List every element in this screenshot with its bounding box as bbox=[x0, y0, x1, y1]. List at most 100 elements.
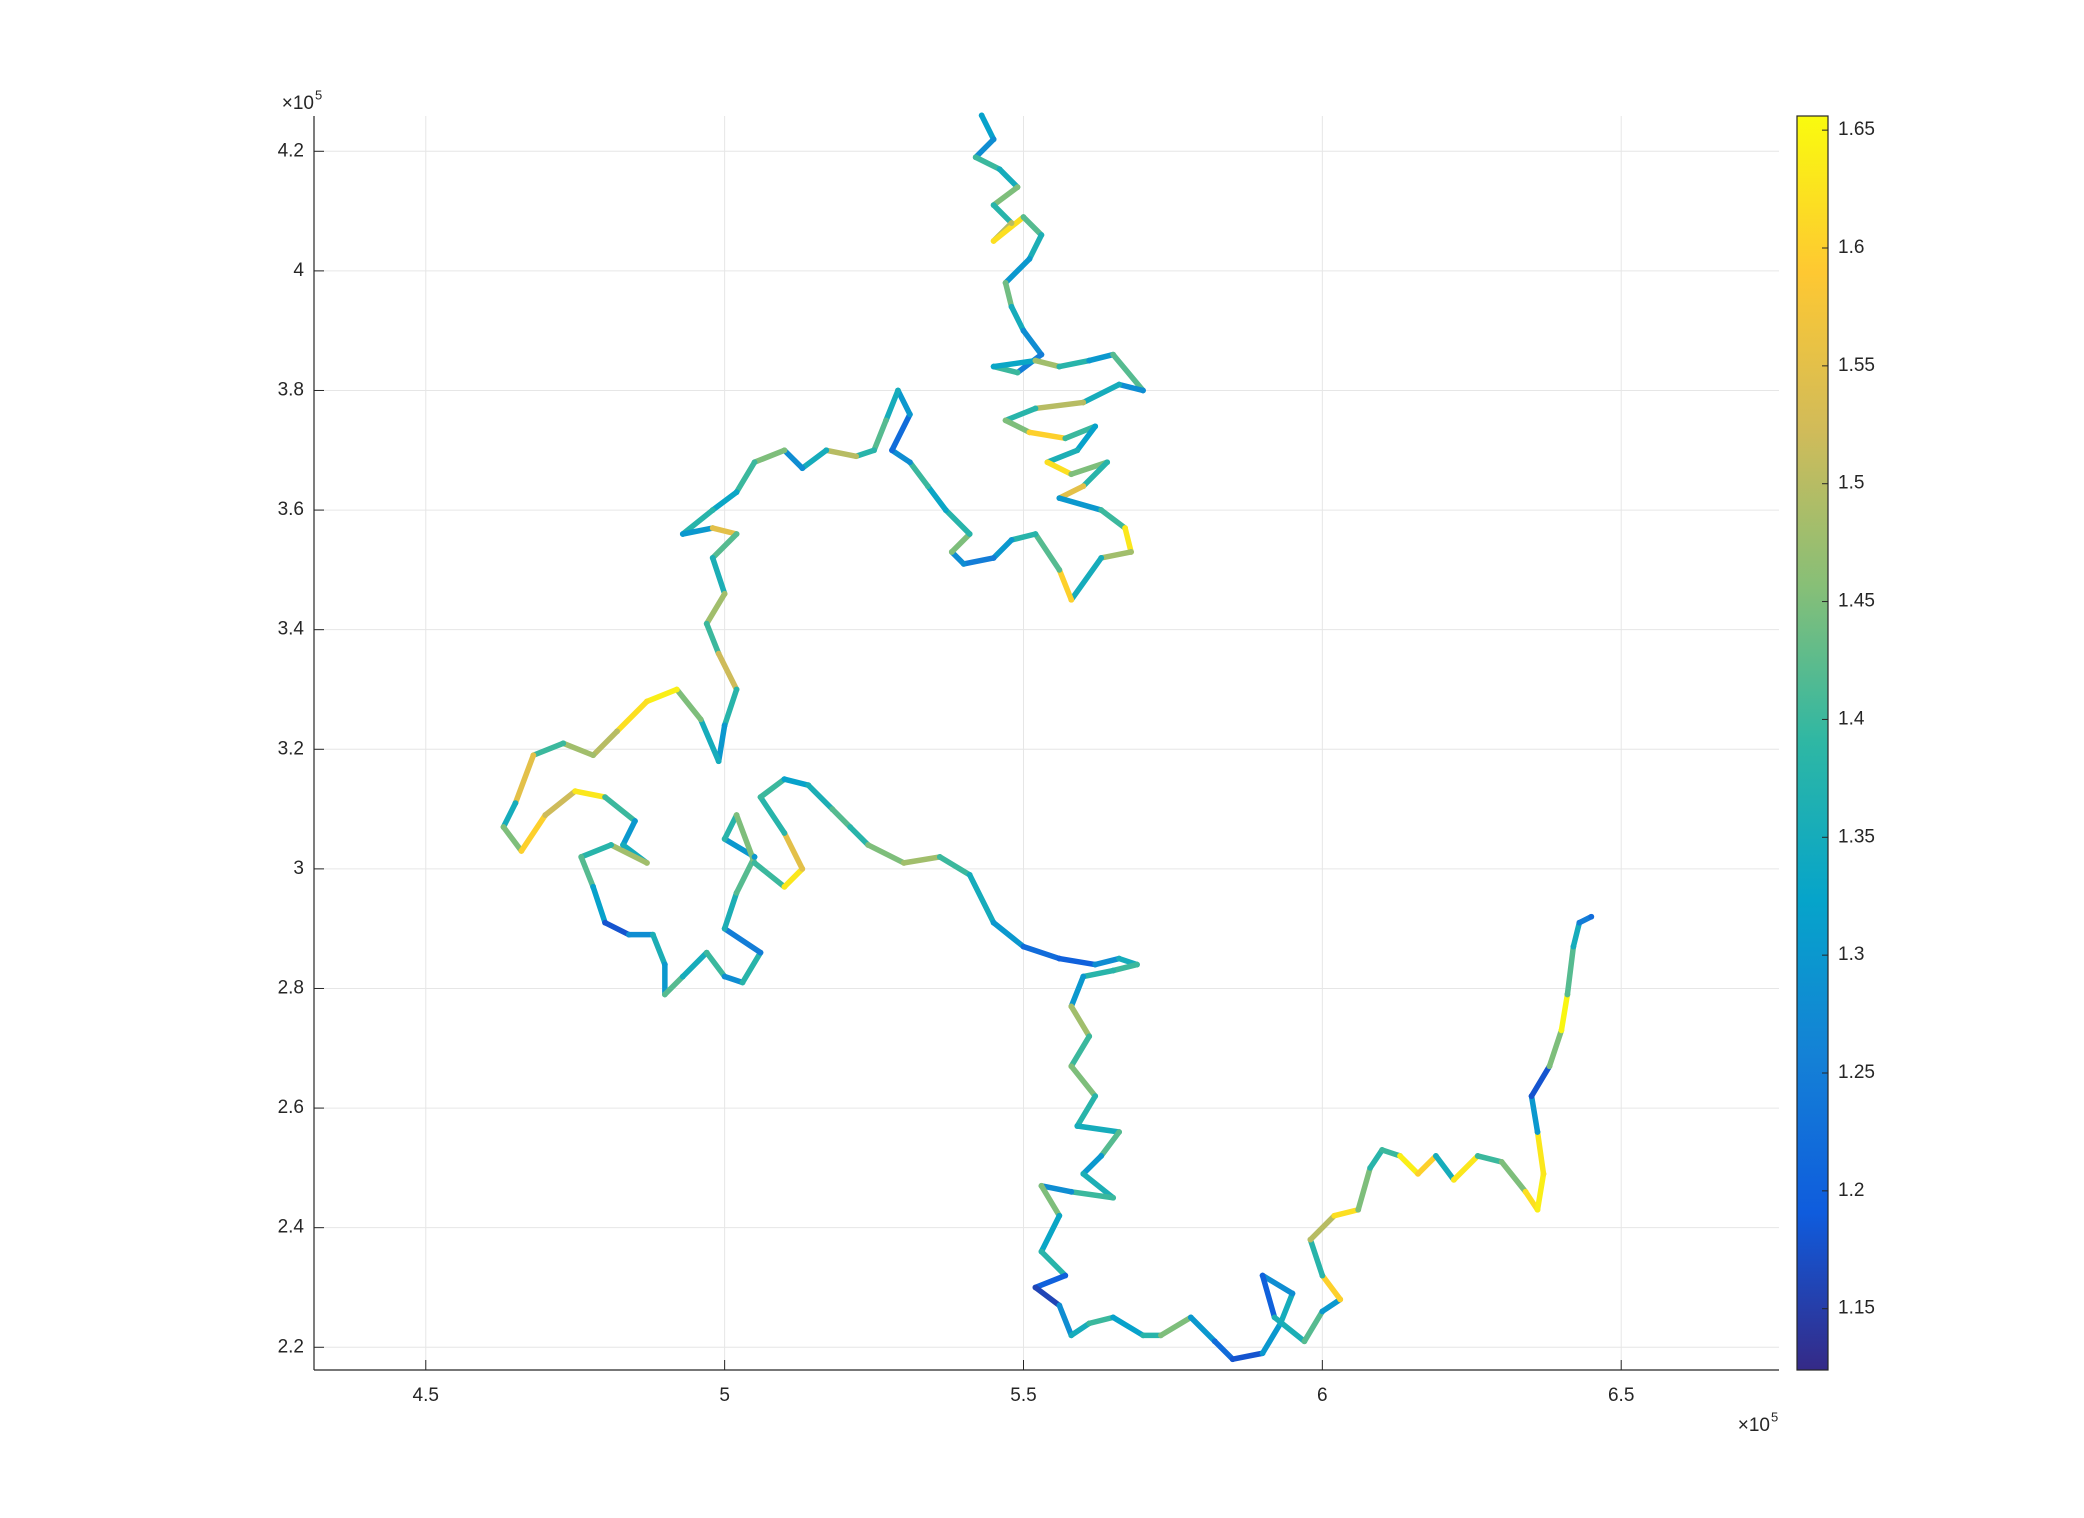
line-vertex bbox=[1319, 1272, 1326, 1279]
line-segment bbox=[1032, 399, 1087, 412]
line-vertex bbox=[632, 818, 638, 824]
y-tick-label: 2.8 bbox=[278, 977, 304, 998]
line-vertex bbox=[960, 560, 967, 567]
line-segment bbox=[1475, 1153, 1505, 1165]
line-segment bbox=[1002, 405, 1039, 424]
line-segment bbox=[1068, 973, 1087, 1010]
line-segment bbox=[697, 716, 722, 764]
line-segment bbox=[512, 752, 537, 806]
line-vertex bbox=[1229, 1356, 1236, 1363]
colorbar-tick-label: 1.25 bbox=[1838, 1062, 1875, 1083]
line-segment bbox=[1080, 459, 1110, 489]
line-segment bbox=[781, 447, 806, 471]
line-segment bbox=[1110, 1314, 1146, 1339]
line-vertex bbox=[590, 883, 597, 890]
line-segment bbox=[990, 537, 1015, 561]
line-segment bbox=[1080, 967, 1116, 980]
line-segment bbox=[829, 806, 853, 830]
line-vertex bbox=[733, 531, 740, 537]
line-segment bbox=[590, 728, 620, 759]
line-vertex bbox=[1140, 1332, 1146, 1339]
line-vertex bbox=[1086, 1320, 1093, 1327]
line-segment bbox=[680, 949, 710, 980]
line-segment bbox=[1026, 232, 1045, 262]
line-segment bbox=[1056, 955, 1098, 968]
line-segment bbox=[990, 357, 1039, 370]
line-vertex bbox=[578, 854, 585, 860]
line-vertex bbox=[500, 824, 507, 830]
line-vertex bbox=[781, 447, 788, 454]
line-vertex bbox=[990, 363, 997, 370]
line-segment bbox=[1367, 1147, 1385, 1171]
y-tick-label: 3.8 bbox=[278, 379, 304, 400]
line-vertex bbox=[1564, 991, 1571, 998]
line-vertex bbox=[1080, 973, 1087, 980]
line-vertex bbox=[781, 776, 788, 783]
line-segment bbox=[889, 447, 913, 465]
y-tick-label: 3.4 bbox=[278, 619, 305, 640]
line-segment bbox=[895, 387, 913, 418]
line-vertex bbox=[1379, 1147, 1386, 1153]
line-vertex bbox=[572, 788, 579, 795]
line-vertex bbox=[1038, 351, 1045, 358]
line-segment bbox=[1307, 1212, 1338, 1243]
line-segment bbox=[871, 417, 889, 454]
line-segment bbox=[1068, 1320, 1092, 1339]
line-segment bbox=[751, 860, 788, 890]
line-vertex bbox=[733, 489, 740, 496]
line-vertex bbox=[871, 447, 877, 454]
line-segment bbox=[1092, 955, 1122, 968]
line-segment bbox=[1528, 1063, 1553, 1099]
line-vertex bbox=[1056, 495, 1063, 502]
line-segment bbox=[1451, 1153, 1481, 1183]
line-vertex bbox=[1570, 943, 1577, 950]
line-vertex bbox=[799, 865, 806, 872]
line-vertex bbox=[1068, 1188, 1075, 1195]
line-vertex bbox=[602, 794, 608, 801]
line-segment bbox=[578, 842, 614, 860]
line-vertex bbox=[1534, 1129, 1541, 1135]
line-vertex bbox=[661, 961, 668, 968]
line-segment bbox=[500, 800, 519, 830]
line-segment bbox=[799, 447, 829, 471]
line-segment bbox=[1307, 1236, 1326, 1279]
line-segment bbox=[721, 973, 746, 986]
line-vertex bbox=[608, 842, 614, 848]
line-segment bbox=[1080, 381, 1122, 406]
line-segment bbox=[650, 931, 668, 968]
line-segment bbox=[978, 112, 997, 143]
x-tick-label: 4.5 bbox=[413, 1385, 439, 1406]
line-vertex bbox=[942, 507, 949, 513]
line-segment bbox=[1259, 1272, 1296, 1297]
line-vertex bbox=[1110, 1314, 1117, 1321]
line-segment bbox=[703, 949, 728, 980]
line-vertex bbox=[966, 531, 973, 537]
line-segment bbox=[847, 824, 871, 848]
line-vertex bbox=[883, 417, 889, 424]
line-vertex bbox=[1026, 429, 1033, 436]
line-vertex bbox=[1080, 483, 1087, 490]
line-vertex bbox=[1546, 1063, 1553, 1070]
line-vertex bbox=[1116, 955, 1123, 962]
line-vertex bbox=[709, 525, 716, 531]
line-segment bbox=[1122, 525, 1134, 555]
line-segment bbox=[709, 555, 728, 597]
line-segment bbox=[578, 854, 596, 890]
y-multiplier-base: ×10 bbox=[282, 93, 314, 114]
line-segment bbox=[1086, 351, 1116, 364]
line-segment bbox=[733, 459, 758, 495]
line-vertex bbox=[1337, 1296, 1344, 1303]
line-segment bbox=[1110, 351, 1146, 394]
line-vertex bbox=[721, 973, 728, 980]
line-segment bbox=[937, 854, 973, 878]
line-vertex bbox=[1110, 1194, 1117, 1201]
line-segment bbox=[1534, 1171, 1547, 1213]
line-vertex bbox=[1116, 1129, 1123, 1135]
colorbar-tick-label: 1.55 bbox=[1838, 355, 1875, 376]
line-vertex bbox=[715, 758, 722, 765]
colorbar-tick-label: 1.15 bbox=[1838, 1298, 1875, 1319]
line-vertex bbox=[650, 931, 656, 938]
line-vertex bbox=[715, 650, 722, 657]
line-segment bbox=[1319, 1296, 1344, 1315]
line-vertex bbox=[1110, 967, 1117, 974]
